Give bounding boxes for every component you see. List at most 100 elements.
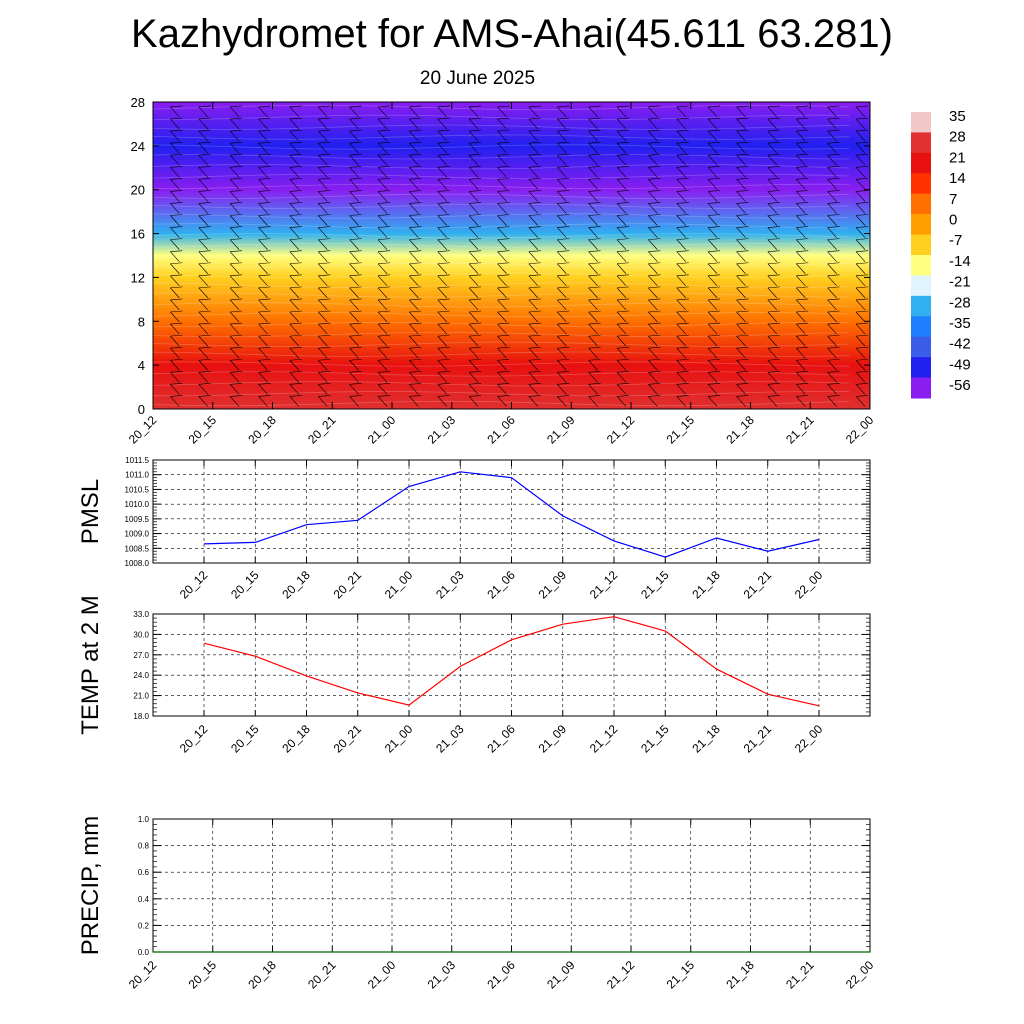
wind-barb (229, 335, 240, 347)
wind-barb (588, 287, 598, 299)
wind-barb (468, 275, 479, 287)
wind-barb (198, 250, 211, 252)
wind-barb (676, 141, 689, 144)
wind-barb (409, 274, 422, 277)
wind-barb (377, 384, 388, 395)
wind-barb (289, 118, 300, 130)
wind-barb (198, 167, 209, 178)
wind-barb (648, 141, 661, 144)
wind-barb (377, 335, 388, 347)
colorbar-segment (911, 295, 931, 317)
wind-barb (796, 118, 806, 130)
wind-barb (528, 129, 541, 132)
wind-barb (289, 334, 302, 337)
wind-barb (736, 239, 746, 250)
wind-barb (648, 203, 658, 214)
wind-barb (289, 299, 300, 311)
wind-barb (856, 214, 869, 216)
wind-barb (468, 347, 479, 359)
y-axis-label: TEMP at 2 M (77, 595, 104, 735)
wind-barb (198, 141, 211, 144)
wind-barb (648, 191, 658, 202)
wind-barb (349, 358, 362, 361)
wind-barb (528, 117, 541, 120)
wind-barb (827, 396, 837, 407)
heatmap-contour (152, 371, 850, 377)
wind-barb (676, 311, 687, 323)
wind-barb (318, 251, 328, 262)
x-tick-label: 22_00 (843, 958, 877, 992)
wind-barb (230, 238, 243, 240)
wind-barb (437, 299, 448, 311)
wind-barb (198, 129, 211, 132)
wind-barb (230, 129, 243, 132)
wind-barb (708, 286, 721, 289)
wind-barb (469, 165, 482, 168)
wind-barb (588, 250, 601, 252)
wind-barb (767, 262, 780, 265)
wind-barb (676, 142, 687, 154)
wind-barb (437, 347, 448, 359)
wind-barb (170, 129, 183, 132)
wind-barb (378, 117, 391, 120)
heatmap-contour (152, 381, 850, 387)
y-tick-label: 30.0 (133, 630, 149, 639)
wind-barb (827, 142, 837, 154)
wind-barb (796, 142, 806, 154)
wind-barb (856, 153, 869, 156)
wind-barb (616, 106, 627, 118)
wind-barb (170, 298, 183, 301)
wind-barb (497, 372, 507, 383)
wind-barb (437, 275, 448, 287)
heatmap-y-tick-label: 4 (138, 358, 145, 373)
wind-barb (796, 358, 809, 361)
wind-barb (648, 118, 658, 130)
wind-barb (377, 155, 388, 166)
wind-barb (557, 250, 570, 252)
wind-barb (796, 214, 809, 216)
wind-barb (349, 299, 359, 311)
wind-barb (289, 347, 300, 359)
wind-barb (708, 117, 721, 120)
wind-barb (588, 334, 601, 337)
wind-barb (856, 178, 869, 180)
x-tick-label: 21_15 (638, 568, 672, 602)
wind-barb (497, 274, 510, 277)
wind-barb (349, 178, 362, 180)
wind-barb (409, 310, 422, 313)
wind-barb (796, 287, 806, 299)
wind-barb (497, 263, 507, 274)
wind-barb (767, 129, 780, 132)
wind-barb (229, 118, 240, 130)
wind-barb (469, 395, 482, 397)
wind-barb (349, 396, 359, 407)
wind-barb (827, 299, 837, 311)
wind-barb (648, 360, 658, 371)
wind-barb (856, 286, 869, 289)
wind-barb (318, 178, 331, 180)
wind-barb (497, 360, 507, 371)
wind-barb (198, 322, 211, 325)
wind-barb (708, 178, 721, 180)
wind-barb (736, 384, 746, 395)
wind-barb (648, 238, 661, 240)
wind-barb (289, 346, 302, 349)
wind-barb (676, 262, 689, 265)
wind-barb (318, 323, 328, 335)
wind-barb (170, 214, 183, 216)
wind-barb (318, 262, 331, 265)
wind-barb (676, 130, 687, 142)
wind-barb (796, 298, 809, 301)
wind-barb (409, 384, 419, 395)
wind-barb (318, 179, 328, 190)
wind-barb (676, 190, 689, 192)
wind-barb (767, 153, 780, 156)
wind-barb (318, 396, 328, 407)
wind-barb (736, 118, 746, 130)
wind-barb (588, 142, 598, 154)
heatmap-y-tick-label: 8 (138, 314, 145, 329)
wind-barb (767, 372, 778, 383)
wind-barb (409, 239, 419, 250)
wind-barb (528, 239, 539, 250)
wind-barb (557, 383, 570, 385)
